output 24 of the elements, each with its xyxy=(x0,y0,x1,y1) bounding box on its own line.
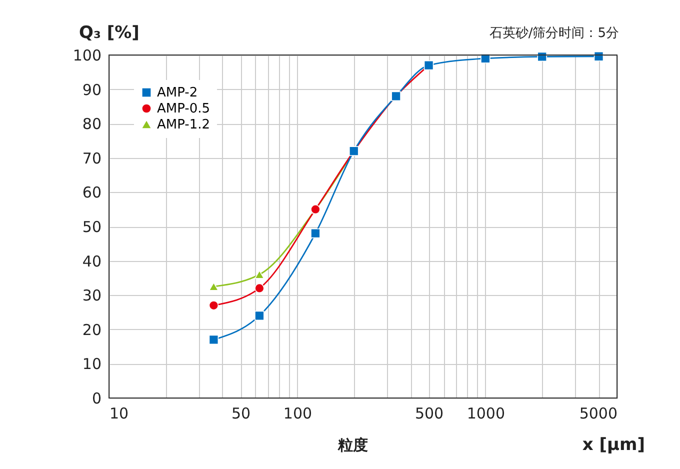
x-tick-label: 10 xyxy=(110,404,129,422)
y-tick-label: 100 xyxy=(72,46,102,64)
x-tick-label: 500 xyxy=(414,404,444,422)
x-tick-label: 100 xyxy=(283,404,312,422)
y-tick-label: 70 xyxy=(82,149,102,168)
x-tick-label: 5000 xyxy=(579,404,618,422)
y-tick-label: 20 xyxy=(82,320,102,339)
legend-label: AMP-2 xyxy=(157,86,198,100)
text: x [μm] xyxy=(582,435,645,455)
y-tick-label: 80 xyxy=(82,115,102,134)
y-tick-label: 40 xyxy=(82,252,102,270)
chart-title: Q₃ [%] xyxy=(79,23,140,43)
y-tick-label: 50 xyxy=(82,218,102,236)
x-tick-label: 50 xyxy=(232,404,251,422)
legend-label: AMP-0.5 xyxy=(157,102,210,116)
y-tick-label: 90 xyxy=(82,80,102,99)
text: 石英砂/筛分时间：5分 xyxy=(489,26,619,41)
y-tick-label: 60 xyxy=(82,184,102,202)
y-tick-label: 0 xyxy=(92,390,102,408)
y-tick-label: 10 xyxy=(82,355,102,374)
y-tick-label: 30 xyxy=(82,286,102,305)
x-tick-label: 1000 xyxy=(466,404,506,422)
x-axis-title: 粒度 xyxy=(337,436,368,454)
legend-label: AMP-1.2 xyxy=(157,118,210,132)
